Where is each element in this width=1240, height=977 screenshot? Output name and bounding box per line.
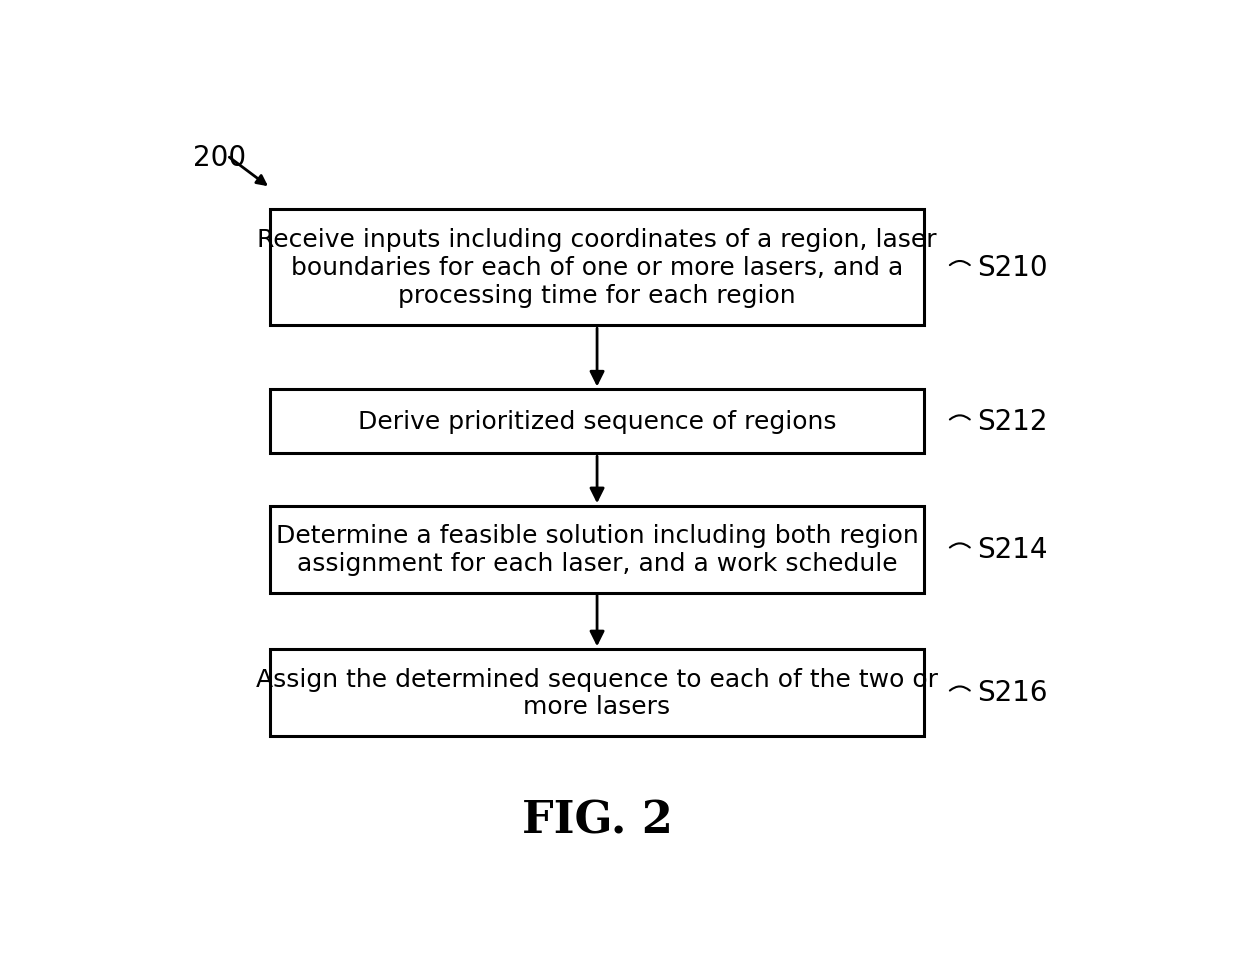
Text: S216: S216 [977,679,1047,706]
Bar [270,506,924,593]
Text: Determine a feasible solution including both region
assignment for each laser, a: Determine a feasible solution including … [275,524,919,575]
Text: 200: 200 [193,144,247,172]
Bar [270,209,924,326]
Text: S212: S212 [977,408,1047,436]
Bar [270,390,924,454]
Text: Receive inputs including coordinates of a region, laser
boundaries for each of o: Receive inputs including coordinates of … [257,228,937,308]
Text: FIG. 2: FIG. 2 [522,799,672,842]
Text: Derive prioritized sequence of regions: Derive prioritized sequence of regions [358,410,836,434]
Bar [270,650,924,736]
Text: S214: S214 [977,535,1047,564]
Text: S210: S210 [977,254,1048,281]
Text: Assign the determined sequence to each of the two or
more lasers: Assign the determined sequence to each o… [255,667,937,719]
